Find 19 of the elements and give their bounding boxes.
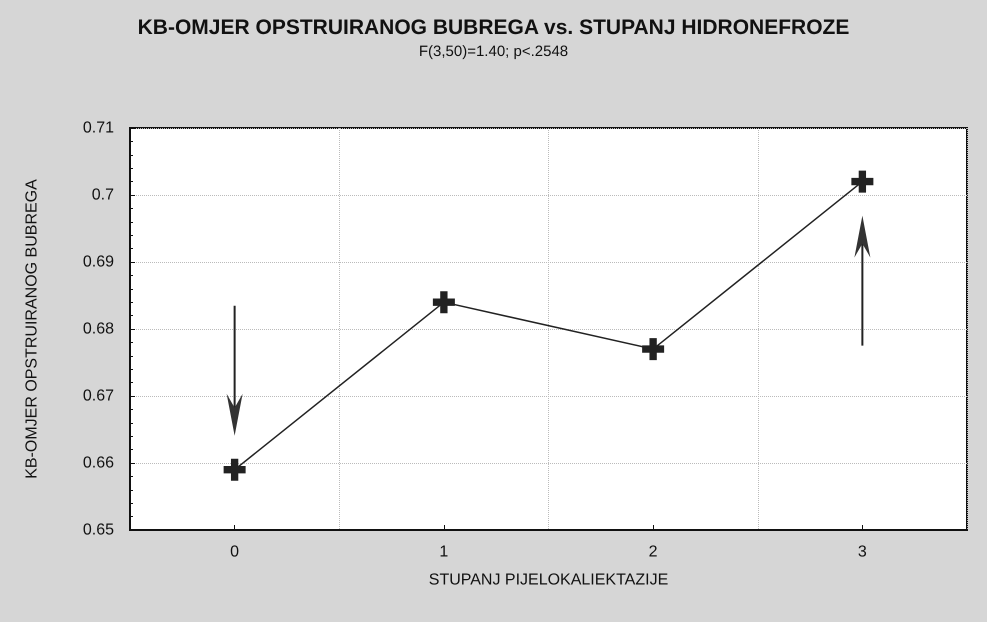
y-tick-label: 0.71	[82, 120, 114, 136]
x-tick-label: 2	[648, 544, 658, 560]
y-tick-label: 0.7	[92, 186, 114, 204]
point	[432, 291, 455, 314]
point	[851, 170, 874, 193]
y-tick-label: 0.65	[82, 522, 114, 538]
point	[224, 458, 246, 481]
x-tick-label: 1	[439, 544, 448, 560]
y-tick-label: 0.68	[82, 320, 114, 338]
y-axis-title: KB-OMJER OPSTRUIRANOG BUBREGA	[24, 178, 40, 479]
x-tick-label: 0	[230, 544, 240, 560]
x-axis-title: STUPANJ PIJELOKALIEKTAZIJE	[428, 572, 668, 588]
x-tick-label: 3	[858, 544, 867, 560]
chart-subtitle: F(3,50)=1.40; p<.2548	[418, 43, 568, 60]
y-tick-label: 0.69	[82, 254, 114, 270]
y-tick-label: 0.66	[82, 454, 114, 472]
point	[642, 338, 664, 360]
y-tick-label: 0.67	[82, 388, 114, 404]
chart-title: KB-OMJER OPSTRUIRANOG BUBREGA vs. STUPANJ HIDRONEFROZE	[138, 16, 850, 39]
